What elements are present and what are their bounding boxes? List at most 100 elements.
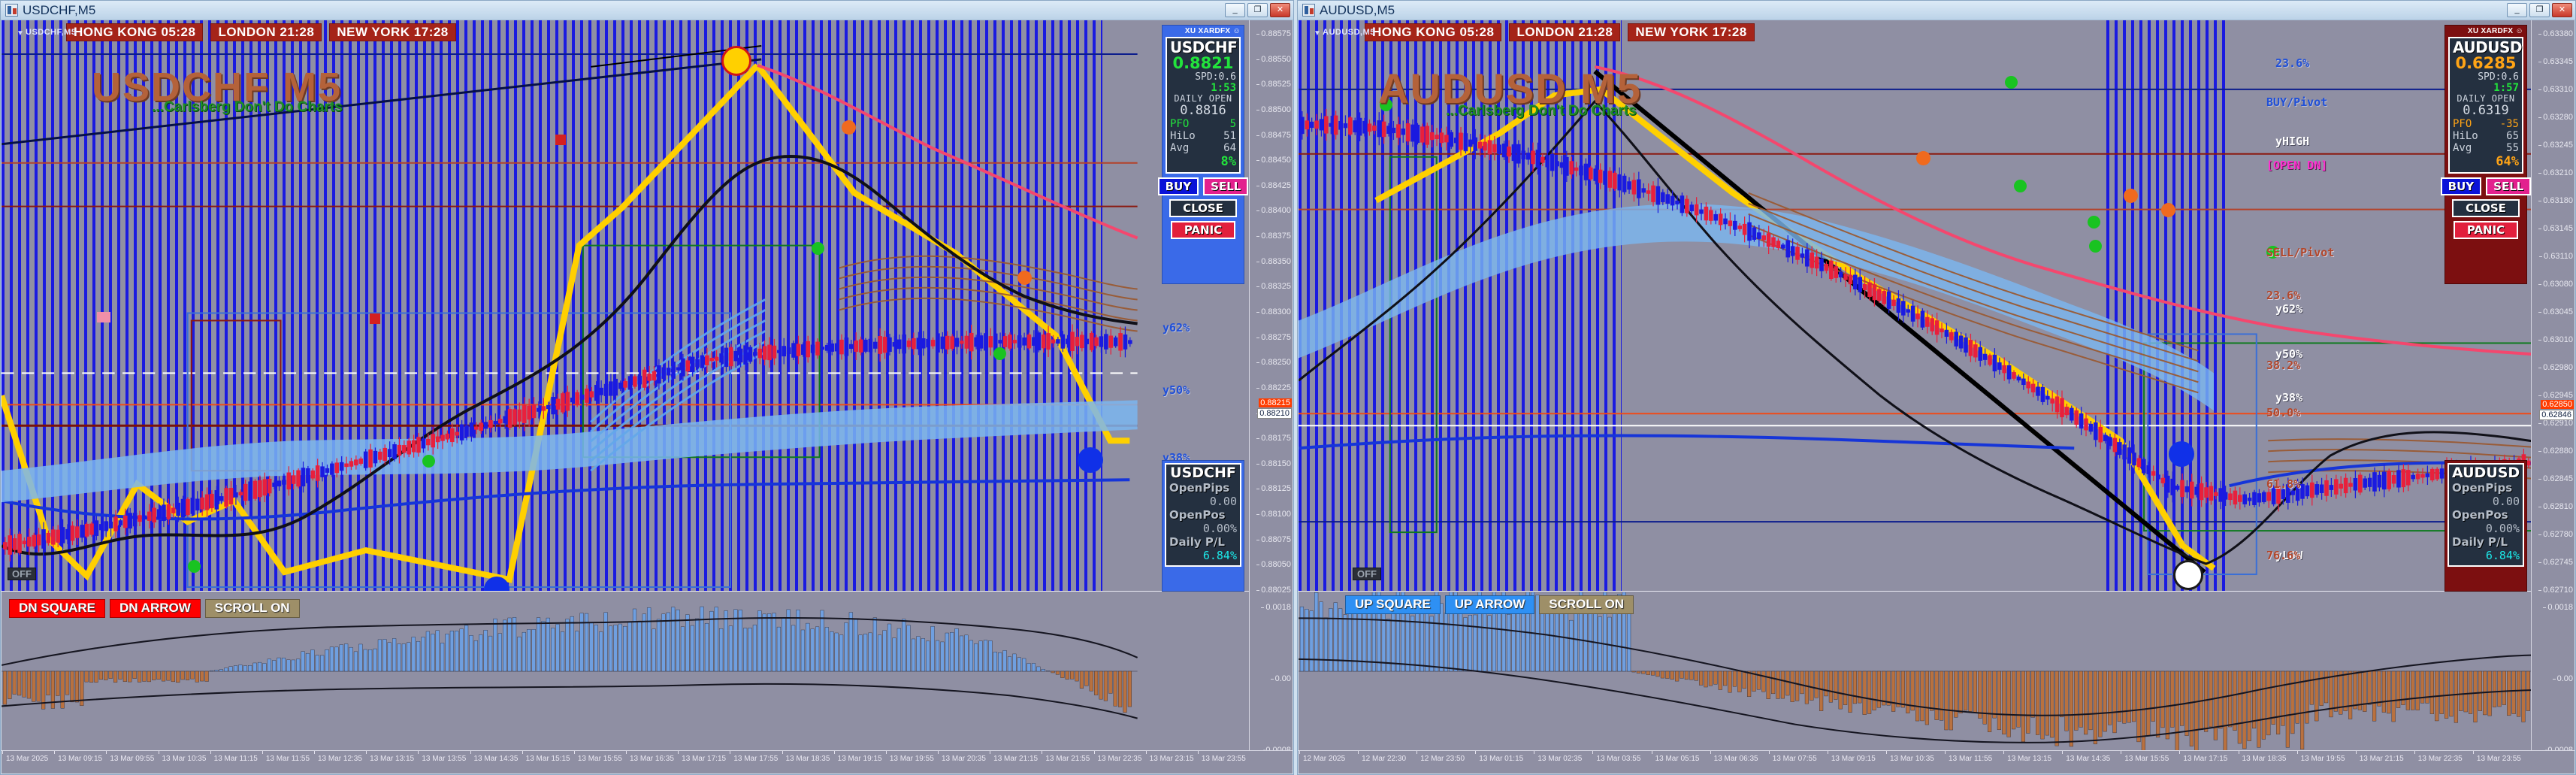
pl-panel-usdchf[interactable]: USDCHF OpenPips 0.00 OpenPos 0.00% Daily… <box>1162 460 1244 592</box>
time-axis-usdchf: 13 Mar 2025 13 Mar 09:15 13 Mar 09:55 13 Ma… <box>2 750 1293 773</box>
session-clock-bar: HONG KONG 05:28 LONDON 21:28 NEW YORK 17… <box>66 23 456 41</box>
time-tick: 13 Mar 20:35 <box>938 751 986 763</box>
signal-dot-orange <box>842 120 856 135</box>
price-tick: 0.88150 <box>1256 459 1291 468</box>
session-london: LONDON 21:28 <box>1509 23 1621 41</box>
signal-dot-green <box>2088 216 2100 229</box>
pl-panel-audusd[interactable]: AUDUSD OpenPips 0.00 OpenPos 0.00% Daily… <box>2444 460 2527 592</box>
daily-open-label: DAILY OPEN <box>2457 93 2515 104</box>
quote-spread: SPD:0.6 <box>1195 71 1236 83</box>
chart-canvas-usdchf[interactable]: HONG KONG 05:28 LONDON 21:28 NEW YORK 17… <box>2 20 1293 773</box>
close-row[interactable]: CLOSE <box>1163 199 1244 218</box>
chevron-down-icon[interactable]: ▼ <box>1314 29 1321 38</box>
close-button[interactable]: ✕ <box>1270 3 1290 17</box>
close-row[interactable]: CLOSE <box>2445 199 2526 218</box>
daily-pl-value: 6.84% <box>2485 548 2520 562</box>
price-tick: 0.88250 <box>1256 358 1291 368</box>
sell-button[interactable]: SELL <box>2486 177 2532 196</box>
chart-window-usdchf[interactable]: USDCHF,M5 _ ❐ ✕ <box>0 0 1294 775</box>
time-tick: 13 Mar 23:15 <box>1145 751 1194 763</box>
trade-panel-usdchf[interactable]: XU XARDFX ☺ USDCHF 0.8821 SPD:0.6 1:53 D… <box>1157 25 1249 284</box>
close-button[interactable]: ✕ <box>2552 3 2572 17</box>
chart-canvas-audusd[interactable]: HONG KONG 05:28 LONDON 21:28 NEW YORK 17… <box>1299 20 2574 773</box>
buy-sell-row[interactable]: BUY SELL <box>1157 177 1249 196</box>
window-title-text: AUDUSD,M5 <box>1320 2 1395 17</box>
chart-drawings <box>2 44 1138 589</box>
price-tick: 0.88225 <box>1256 383 1291 392</box>
window-controls[interactable]: _ ❐ ✕ <box>2507 3 2575 17</box>
time-tick: 13 Mar 21:55 <box>1042 751 1090 763</box>
sell-button[interactable]: SELL <box>1203 177 1249 196</box>
restore-button[interactable]: ❐ <box>2529 3 2550 17</box>
window-titlebar-audusd[interactable]: AUDUSD,M5 _ ❐ ✕ <box>1298 1 2575 20</box>
window-titlebar-usdchf[interactable]: USDCHF,M5 _ ❐ ✕ <box>1 1 1293 20</box>
chart-icon <box>1302 4 1315 17</box>
panic-button[interactable]: PANIC <box>2453 221 2519 240</box>
level-label-y50: y50% <box>2275 347 2303 361</box>
dn-arrow-button[interactable]: DN ARROW <box>110 599 201 618</box>
daily-pl-label: Daily P/L <box>1169 534 1225 549</box>
restore-button[interactable]: ❐ <box>1247 3 1268 17</box>
price-tick: 0.63010 <box>2538 335 2573 344</box>
buy-button[interactable]: BUY <box>2440 177 2482 196</box>
close-positions-button[interactable]: CLOSE <box>1169 199 1237 218</box>
chart-watermark-subtitle: ...Carlsberg Don't Do Charts <box>1446 103 1637 119</box>
time-tick: 13 Mar 18:35 <box>2238 751 2287 763</box>
buy-sell-row[interactable]: BUY SELL <box>2440 177 2532 196</box>
time-tick: 13 Mar 15:15 <box>522 751 570 763</box>
price-tick: 0.62810 <box>2538 502 2573 511</box>
daily-open-value: 0.6319 <box>2463 103 2509 119</box>
up-square-button[interactable]: UP SQUARE <box>1345 595 1441 614</box>
quote-symbol: USDCHF <box>1170 38 1238 56</box>
minimize-button[interactable]: _ <box>1225 3 1245 17</box>
time-tick: 13 Mar 05:15 <box>1651 751 1700 763</box>
level-label-buy-pivot: BUY/Pivot <box>2266 95 2328 109</box>
price-tick: 0.62880 <box>2538 447 2573 456</box>
pl-box-audusd: AUDUSD OpenPips 0.00 OpenPos 0.00% Daily… <box>2448 463 2524 567</box>
session-stripes <box>2 20 1102 591</box>
price-tick: 0.88450 <box>1256 156 1291 165</box>
off-button-audusd[interactable]: OFF <box>1353 568 1381 580</box>
time-tick: 13 Mar 07:55 <box>1768 751 1817 763</box>
scroll-on-button[interactable]: SCROLL ON <box>204 599 300 618</box>
panic-row[interactable]: PANIC <box>1163 221 1244 240</box>
scroll-on-button[interactable]: SCROLL ON <box>1539 595 1634 614</box>
price-pane-audusd[interactable]: HONG KONG 05:28 LONDON 21:28 NEW YORK 17… <box>1299 20 2574 592</box>
price-tick: 0.63045 <box>2538 307 2573 316</box>
price-axis-audusd[interactable]: 0.63380 0.63345 0.63310 0.63280 0.63245 0.632… <box>2531 20 2574 755</box>
time-tick: 13 Mar 13:55 <box>418 751 467 763</box>
panic-button[interactable]: PANIC <box>1170 221 1236 240</box>
signal-dot-green <box>422 455 435 468</box>
price-axis-usdchf[interactable]: 0.88575 0.88550 0.88525 0.88500 0.88475 0.884… <box>1249 20 1293 755</box>
off-button-usdchf[interactable]: OFF <box>8 568 36 580</box>
dn-square-button[interactable]: DN SQUARE <box>9 599 106 618</box>
price-tick: 0.63110 <box>2539 252 2573 261</box>
indicator-pane-audusd[interactable] <box>1299 592 2574 750</box>
indicator-tick: 0.0018 <box>1261 603 1291 612</box>
level-label-y62: y62% <box>2275 302 2303 316</box>
control-button-row-usdchf[interactable]: DN SQUARE DN ARROW SCROLL ON <box>9 599 300 618</box>
price-tick: 0.88350 <box>1256 256 1291 266</box>
price-tick: 0.88500 <box>1256 104 1291 114</box>
chevron-down-icon[interactable]: ▼ <box>17 29 24 38</box>
price-tick: 0.88050 <box>1256 560 1291 570</box>
indicator-pane-usdchf[interactable] <box>2 592 1293 750</box>
control-button-row-audusd[interactable]: UP SQUARE UP ARROW SCROLL ON <box>1345 595 1634 614</box>
time-tick: 13 Mar 22:35 <box>2414 751 2463 763</box>
price-tick: 0.63310 <box>2538 85 2573 94</box>
close-positions-button[interactable]: CLOSE <box>2452 199 2520 218</box>
price-tick: 0.62945 <box>2538 391 2573 400</box>
trade-panel-audusd[interactable]: XU XARDFX ☺ AUDUSD 0.6285 SPD:0.6 1:57 D… <box>2440 25 2532 284</box>
bid-price-label: 0.62846 <box>2539 410 2574 421</box>
window-controls[interactable]: _ ❐ ✕ <box>1225 3 1293 17</box>
chart-window-audusd[interactable]: AUDUSD,M5 _ ❐ ✕ <box>1297 0 2576 775</box>
up-arrow-button[interactable]: UP ARROW <box>1444 595 1535 614</box>
minimize-button[interactable]: _ <box>2507 3 2527 17</box>
indicator-tick: 0.00 <box>1270 674 1291 683</box>
price-pane-usdchf[interactable]: HONG KONG 05:28 LONDON 21:28 NEW YORK 17… <box>2 20 1293 592</box>
time-tick: 13 Mar 22:35 <box>1093 751 1142 763</box>
panic-row[interactable]: PANIC <box>2445 221 2526 240</box>
signal-dot-green <box>812 242 824 255</box>
buy-button[interactable]: BUY <box>1157 177 1199 196</box>
